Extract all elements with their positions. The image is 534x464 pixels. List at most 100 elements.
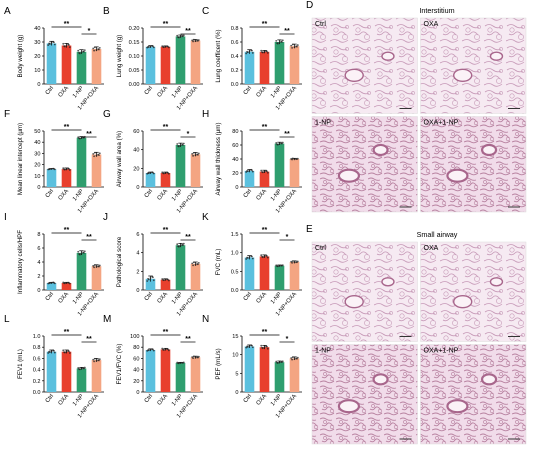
chart-panel-f: F 0 10 20 30 40 50 Mean linear intercept (μm) Ct… xyxy=(4,109,104,214)
bar-ctrl xyxy=(244,257,255,290)
data-point xyxy=(93,49,95,52)
airway-structure xyxy=(344,68,364,83)
x-tick-label: 1-NP xyxy=(270,188,283,202)
bar-ctrl xyxy=(244,170,255,187)
data-point xyxy=(98,154,100,157)
x-tick-label: 1-NP xyxy=(270,291,283,305)
micrograph-label: OXA xyxy=(424,21,439,28)
x-tick-label: 1-NP xyxy=(270,85,283,99)
bar-1-np xyxy=(76,137,87,187)
panel-letter: H xyxy=(202,109,209,120)
data-point xyxy=(68,281,70,284)
x-tick-label: OXA xyxy=(58,393,71,406)
data-point xyxy=(149,348,152,351)
x-tick-label: Ctrl xyxy=(243,291,253,302)
y-tick-label: 0 xyxy=(136,390,139,396)
bar-1-np-oxa xyxy=(91,154,102,187)
y-tick-label: 10 xyxy=(34,68,40,74)
bar-1-np xyxy=(175,36,186,84)
bar-oxa xyxy=(160,349,171,392)
histology-section-title: Small airway xyxy=(417,230,458,239)
bar-ctrl xyxy=(145,173,156,187)
data-point xyxy=(164,172,167,174)
y-axis-label: Body weight (g) xyxy=(17,35,24,78)
data-point xyxy=(93,264,96,266)
data-point xyxy=(78,368,80,370)
data-point xyxy=(245,52,248,55)
data-point xyxy=(68,46,71,49)
data-point xyxy=(152,45,154,48)
data-point xyxy=(83,250,86,253)
data-point xyxy=(98,46,101,49)
y-tick-label: 40 xyxy=(133,148,139,154)
y-tick-label: 6 xyxy=(136,232,139,238)
bar-1-np xyxy=(76,368,87,392)
data-point xyxy=(276,265,278,268)
bar-ctrl xyxy=(46,283,57,290)
y-tick-label: 40 xyxy=(133,368,139,374)
data-point xyxy=(246,170,248,172)
significance-label: ** xyxy=(262,124,268,131)
airway-structure xyxy=(344,295,364,309)
x-tick-label: OXA xyxy=(256,393,269,406)
panel-letter: E xyxy=(306,224,313,235)
x-tick-label: OXA xyxy=(157,85,170,98)
y-tick-label: 30 xyxy=(34,151,40,157)
data-point xyxy=(80,51,83,54)
data-point xyxy=(192,357,194,360)
data-point xyxy=(248,50,251,53)
data-point xyxy=(276,143,278,146)
significance-label: ** xyxy=(163,21,169,28)
data-point xyxy=(83,367,85,370)
data-point xyxy=(83,252,85,254)
data-point xyxy=(266,345,268,348)
bar-ctrl xyxy=(145,278,156,290)
data-point xyxy=(63,168,65,171)
data-point xyxy=(291,43,294,46)
y-tick-label: 0 xyxy=(235,185,238,191)
panel-letter: A xyxy=(4,6,11,17)
data-point xyxy=(149,277,152,279)
x-tick-label: OXA xyxy=(157,188,170,201)
data-point xyxy=(65,168,68,170)
x-tick-label: 1-NP xyxy=(171,85,184,99)
significance-label: ** xyxy=(262,21,268,28)
data-point xyxy=(147,277,149,280)
data-point xyxy=(194,356,197,359)
data-point xyxy=(197,153,199,156)
data-point xyxy=(260,49,263,52)
data-point xyxy=(281,264,283,267)
data-point xyxy=(77,250,80,253)
panel-letter: F xyxy=(4,109,10,120)
panel-letter: D xyxy=(306,0,313,11)
micrograph-label: 1-NP xyxy=(315,348,331,355)
bar-ctrl xyxy=(145,350,156,392)
data-point xyxy=(98,265,100,268)
data-point xyxy=(290,357,293,359)
data-point xyxy=(291,358,293,361)
data-point xyxy=(152,279,155,282)
y-tick-label: 100 xyxy=(130,334,139,340)
data-point xyxy=(266,52,269,54)
data-point xyxy=(248,256,251,258)
micrograph-1-np xyxy=(311,344,418,445)
data-point xyxy=(98,152,101,155)
micrograph-oxa-1-np xyxy=(420,116,527,213)
data-point xyxy=(53,41,55,44)
bar-1-np xyxy=(175,245,186,290)
data-point xyxy=(47,44,50,46)
significance-label: * xyxy=(286,336,289,343)
data-point xyxy=(68,167,70,170)
chart-panel-h: H 0 20 40 60 80 Airway wall thickness (μm) Ctrl… xyxy=(202,109,302,214)
bar-1-np xyxy=(76,51,87,84)
data-point xyxy=(291,46,293,49)
data-point xyxy=(63,45,65,47)
bar-1-np-oxa xyxy=(91,266,102,290)
data-point xyxy=(291,260,294,263)
data-point xyxy=(263,346,266,349)
data-point xyxy=(95,360,98,362)
airway-structure xyxy=(480,143,498,157)
